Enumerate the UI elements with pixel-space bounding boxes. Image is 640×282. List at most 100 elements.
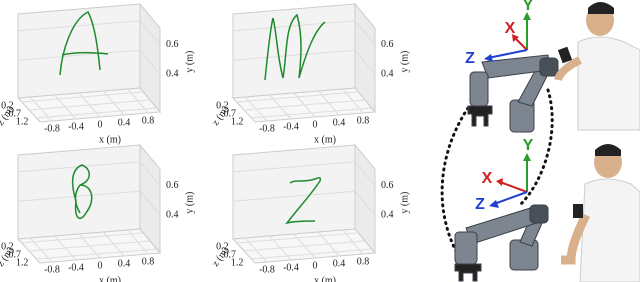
grid-line xyxy=(17,49,141,61)
z-tick-label: 1.2 xyxy=(16,257,29,268)
grid-line xyxy=(139,161,161,187)
grid-line xyxy=(251,248,372,260)
robot-arm xyxy=(454,204,549,282)
trajectory xyxy=(59,11,109,76)
robot-arm xyxy=(467,54,559,133)
y-axis-label: y (m) xyxy=(399,51,410,73)
grid-line xyxy=(243,240,365,252)
y-tick-label: 0.6 xyxy=(166,39,179,50)
x-tick-label: 0.4 xyxy=(118,258,131,269)
grid-line xyxy=(21,232,142,244)
axis-label-z: Z xyxy=(465,50,475,67)
grid-line xyxy=(232,161,356,173)
x-axis-label: x (m) xyxy=(99,275,121,282)
grid-line xyxy=(354,49,376,75)
x-tick-label: -0.4 xyxy=(68,262,84,273)
person xyxy=(554,2,640,282)
grid-line xyxy=(21,91,142,103)
x-tick-label: 0.4 xyxy=(333,117,346,128)
pane xyxy=(17,144,141,240)
grid-line xyxy=(354,20,376,46)
y-axis-label: y (m) xyxy=(184,51,195,73)
grid-line xyxy=(243,99,365,111)
x-axis-label: x (m) xyxy=(314,275,336,282)
grid-line xyxy=(36,107,157,119)
grid-line xyxy=(139,49,161,75)
robot-photo: Y X Z Y X Z xyxy=(440,0,640,282)
pane xyxy=(17,3,141,99)
z-tick-label: 1.2 xyxy=(16,116,29,127)
y-tick-label: 0.6 xyxy=(381,180,394,191)
grid-line xyxy=(139,20,161,46)
x-tick-label: 0.4 xyxy=(333,258,346,269)
z-tick-label: 1.2 xyxy=(231,257,244,268)
grid-line xyxy=(232,20,356,32)
x-tick-label: 0 xyxy=(313,119,318,130)
x-tick-label: -0.8 xyxy=(259,123,275,134)
grid-line xyxy=(36,248,157,260)
z-tick-label: 1.2 xyxy=(231,116,244,127)
z-tick-label: 0.7 xyxy=(9,249,22,260)
x-axis-label: x (m) xyxy=(314,134,336,145)
y-axis-label: y (m) xyxy=(399,192,410,214)
axis-label-y: Y xyxy=(523,137,534,154)
axis-label-x: X xyxy=(505,20,516,37)
trajectory xyxy=(440,106,470,264)
x-tick-label: -0.4 xyxy=(283,262,299,273)
trajectory xyxy=(264,13,326,81)
y-tick-label: 0.4 xyxy=(381,68,394,79)
trajectory xyxy=(285,176,322,225)
grid-line xyxy=(354,190,376,216)
x-tick-label: 0.4 xyxy=(118,117,131,128)
axis-label-y: Y xyxy=(523,0,534,14)
axis-label-z: Z xyxy=(475,196,485,213)
grid-line xyxy=(251,107,372,119)
x-tick-label: 0 xyxy=(98,119,103,130)
z-tick-label: 0.2 xyxy=(216,241,229,252)
y-tick-label: 0.4 xyxy=(381,209,394,220)
grid-line xyxy=(17,190,141,202)
plot: -0.8 -0.4 0 0.4 0.8 0.20.71.2 0.4 0.6 x (m) y (m)… xyxy=(210,143,410,282)
grid-line xyxy=(17,20,141,32)
x-tick-label: -0.8 xyxy=(44,264,60,275)
z-tick-label: 0.7 xyxy=(224,249,237,260)
z-tick-label: 0.2 xyxy=(1,100,14,111)
x-tick-label: -0.8 xyxy=(259,264,275,275)
x-tick-label: -0.8 xyxy=(44,123,60,134)
y-axis-label: y (m) xyxy=(184,192,195,214)
z-tick-label: 0.2 xyxy=(1,241,14,252)
x-tick-label: 0.8 xyxy=(357,256,370,267)
z-tick-label: 0.7 xyxy=(224,108,237,119)
x-tick-label: 0 xyxy=(313,260,318,271)
plot: -0.8 -0.4 0 0.4 0.8 0.20.71.2 0.4 0.6 x (m) y (m)… xyxy=(210,2,410,145)
plot: -0.8 -0.4 0 0.4 0.8 0.20.71.2 0.4 0.6 x (m) y (m)… xyxy=(0,2,195,145)
y-tick-label: 0.6 xyxy=(381,39,394,50)
grid-line xyxy=(232,190,356,202)
axis-label-x: X xyxy=(482,170,493,187)
grid-line xyxy=(139,190,161,216)
grid-line xyxy=(236,91,357,103)
y-tick-label: 0.4 xyxy=(166,209,179,220)
z-tick-label: 0.7 xyxy=(9,108,22,119)
trajectory xyxy=(518,88,554,207)
grid-line xyxy=(354,161,376,187)
y-tick-label: 0.6 xyxy=(166,180,179,191)
x-tick-label: -0.4 xyxy=(68,121,84,132)
x-tick-label: 0.8 xyxy=(142,256,155,267)
coordinate-frame xyxy=(484,12,531,208)
grid-line xyxy=(28,240,150,252)
plot: -0.8 -0.4 0 0.4 0.8 0.20.71.2 0.4 0.6 x (m) y (m)… xyxy=(0,143,195,282)
grid-line xyxy=(232,49,356,61)
y-tick-label: 0.4 xyxy=(166,68,179,79)
pane xyxy=(232,144,356,240)
trajectory xyxy=(71,164,93,220)
grid-line xyxy=(28,99,150,111)
grid-line xyxy=(236,232,357,244)
x-tick-label: 0 xyxy=(98,260,103,271)
plots: -0.8 -0.4 0 0.4 0.80.20.71.20.40.6x (m)y (m)… xyxy=(0,2,410,282)
z-tick-label: 0.2 xyxy=(216,100,229,111)
x-tick-label: -0.4 xyxy=(283,121,299,132)
x-axis-label: x (m) xyxy=(99,134,121,145)
x-tick-label: 0.8 xyxy=(357,115,370,126)
